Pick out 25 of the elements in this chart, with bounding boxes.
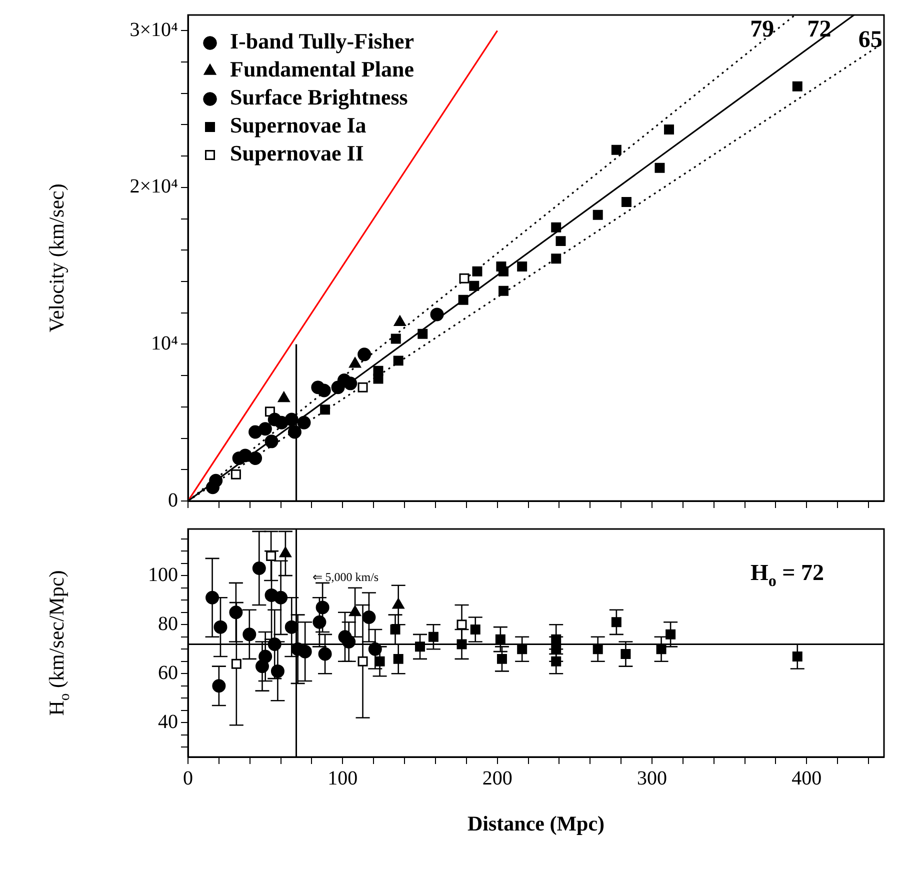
y-axis-title: Ho (km/sec/Mpc)	[44, 570, 74, 716]
x-tick-label: 400	[792, 767, 822, 790]
legend-label: I-band Tully-Fisher	[230, 28, 414, 54]
x-tick-label: 100	[328, 767, 358, 790]
legend-label: Supernovae Ia	[230, 112, 366, 138]
annotation: 72	[807, 16, 832, 42]
y-tick-label: 3×10⁴	[130, 18, 178, 41]
y-tick-label: 40	[158, 710, 178, 733]
x-tick-label: 0	[183, 767, 193, 790]
x-tick-label: 300	[637, 767, 667, 790]
legend-label: Surface Brightness	[230, 84, 408, 110]
y-tick-label: 2×10⁴	[130, 176, 178, 198]
y-tick-label: 10⁴	[151, 332, 178, 354]
y-tick-label: 80	[158, 612, 178, 635]
y-tick-label: 0	[168, 489, 178, 512]
y-axis-title: Velocity (km/sec)	[44, 184, 69, 332]
annotation: 79	[750, 16, 774, 43]
annotation: 65	[858, 26, 882, 53]
x-axis-title: Distance (Mpc)	[467, 811, 605, 836]
annotation: ⇐ 5,000 km/s	[312, 570, 379, 584]
legend-label: Fundamental Plane	[230, 56, 414, 82]
y-tick-label: 100	[148, 564, 178, 586]
legend-label: Supernovae II	[230, 140, 364, 166]
y-tick-label: 60	[158, 662, 178, 684]
x-tick-label: 200	[482, 767, 512, 790]
